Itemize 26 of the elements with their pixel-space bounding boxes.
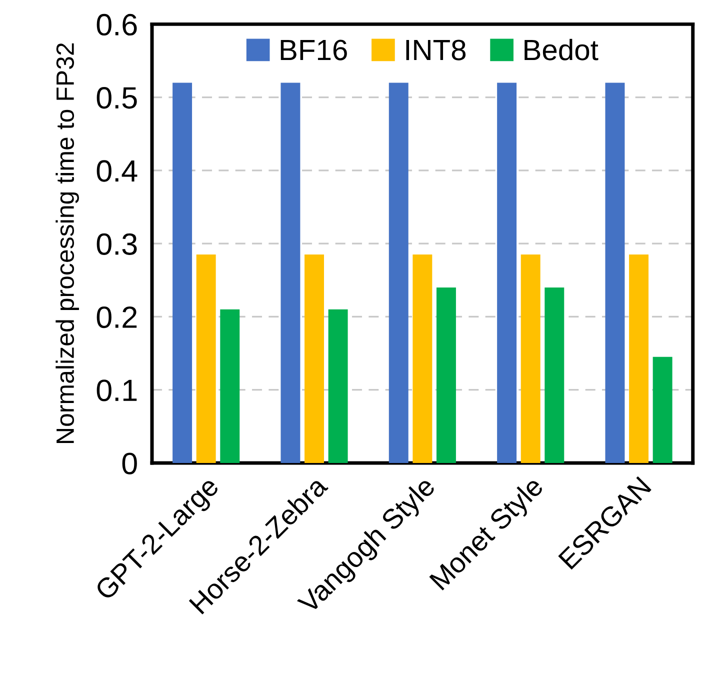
bar (220, 309, 240, 463)
bar (652, 356, 672, 463)
bar (629, 254, 649, 463)
bar (328, 309, 348, 463)
y-tick-label: 0.6 (96, 14, 137, 36)
bar (605, 82, 625, 463)
bar (412, 254, 432, 463)
y-axis-title: Normalized processing time to FP32 (56, 43, 79, 443)
legend-label: BF16 (280, 40, 347, 60)
y-tick-label: 0.2 (96, 306, 137, 328)
bar (520, 254, 540, 463)
bar (172, 82, 192, 463)
y-tick-label: 0.4 (96, 160, 138, 182)
bar (544, 287, 564, 463)
y-tick-label: 0.5 (96, 87, 137, 109)
legend-label: INT8 (406, 40, 466, 60)
bar (304, 254, 324, 463)
bar (280, 82, 300, 463)
bar (497, 82, 517, 463)
bar (196, 254, 216, 463)
bar (436, 287, 456, 463)
y-tick-label: 0.1 (96, 380, 137, 402)
y-tick-label: 0.3 (96, 233, 137, 255)
bar (388, 82, 408, 463)
legend-label: Bedot (524, 38, 598, 60)
y-tick-label: 0 (122, 452, 137, 474)
